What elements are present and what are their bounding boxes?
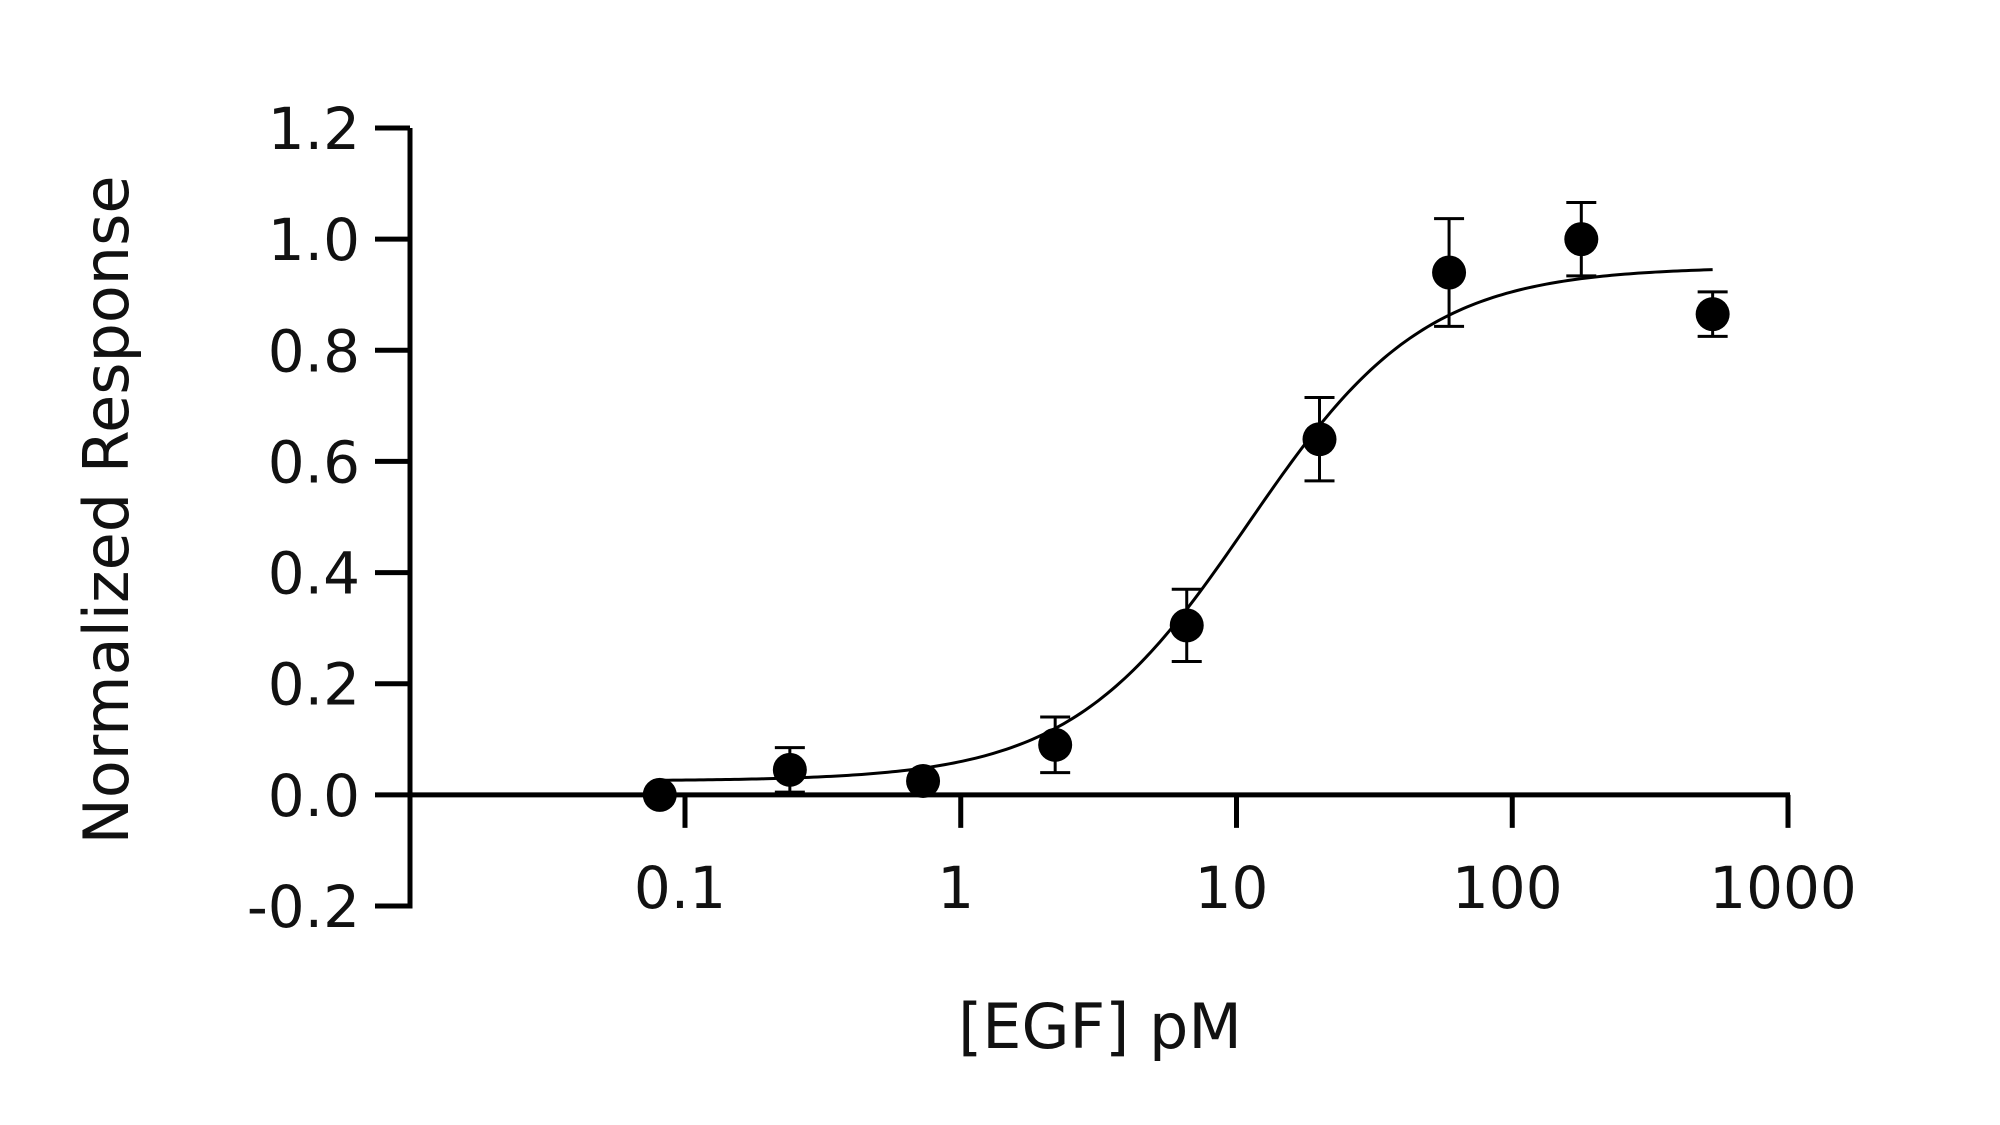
y-tick-label: 0.0 [268,762,360,830]
error-bars [774,200,1728,794]
data-point [772,752,807,787]
data-point [642,777,677,812]
y-tick-label: 0.2 [268,651,360,719]
x-axis-title: [EGF] pM [958,990,1242,1063]
y-tick-label: -0.2 [247,873,360,941]
x-tick-label: 10 [1195,854,1269,922]
fit-curve-layer [659,268,1713,782]
data-point [1695,297,1730,332]
x-tick-label: 0.1 [634,854,726,922]
tick-labels: -0.2 0.0 0.2 0.4 0.6 0.8 1.0 1.2 0.1 1 10 100 1000 [247,95,1857,941]
y-tick-label: 1.2 [268,95,360,163]
y-axis-title: Normalized Response [70,175,143,844]
data-point [906,763,941,798]
y-tick-label: 0.4 [268,540,360,608]
data-point [1564,222,1599,257]
data-points [642,222,1730,812]
fit-curve [659,268,1713,782]
axes [375,125,1791,909]
data-point [1038,727,1073,762]
y-tick-label: 0.6 [268,428,360,496]
data-point [1432,255,1467,290]
x-tick-label: 100 [1452,854,1563,922]
x-tick-label: 1 [937,854,974,922]
y-tick-label: 1.0 [268,206,360,274]
data-point [1302,422,1337,457]
x-tick-label: 1000 [1709,854,1857,922]
data-point [1169,608,1204,643]
y-tick-label: 0.8 [268,317,360,385]
